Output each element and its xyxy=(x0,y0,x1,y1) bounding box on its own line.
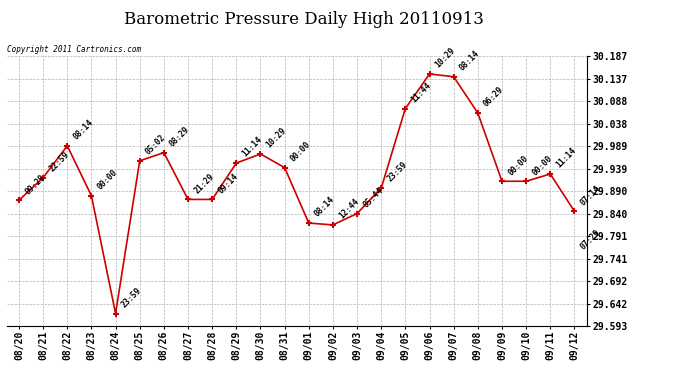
Text: 12:44: 12:44 xyxy=(337,197,361,221)
Text: 07:14: 07:14 xyxy=(579,183,602,207)
Text: 06:29: 06:29 xyxy=(482,85,506,109)
Text: Copyright 2011 Cartronics.com: Copyright 2011 Cartronics.com xyxy=(7,45,141,54)
Text: 11:14: 11:14 xyxy=(555,146,578,170)
Text: 10:29: 10:29 xyxy=(434,46,457,70)
Text: 09:14: 09:14 xyxy=(217,172,240,195)
Text: 05:02: 05:02 xyxy=(144,133,168,157)
Text: 11:44: 11:44 xyxy=(410,81,433,104)
Text: 08:14: 08:14 xyxy=(313,195,337,219)
Text: 09:29: 09:29 xyxy=(23,172,47,196)
Text: 05:44: 05:44 xyxy=(362,186,385,209)
Text: 00:00: 00:00 xyxy=(531,153,554,177)
Text: 08:14: 08:14 xyxy=(458,49,482,72)
Text: 08:29: 08:29 xyxy=(168,125,192,148)
Text: 07:29: 07:29 xyxy=(579,228,602,252)
Text: 11:14: 11:14 xyxy=(241,135,264,159)
Text: 21:29: 21:29 xyxy=(193,172,216,195)
Text: 23:59: 23:59 xyxy=(386,160,409,184)
Text: Barometric Pressure Daily High 20110913: Barometric Pressure Daily High 20110913 xyxy=(124,11,484,28)
Text: 10:29: 10:29 xyxy=(265,126,288,150)
Text: 08:14: 08:14 xyxy=(72,118,95,142)
Text: 23:59: 23:59 xyxy=(120,286,144,309)
Text: 22:59: 22:59 xyxy=(48,150,71,174)
Text: 00:00: 00:00 xyxy=(96,168,119,192)
Text: 00:00: 00:00 xyxy=(289,140,313,164)
Text: 00:00: 00:00 xyxy=(506,153,530,177)
